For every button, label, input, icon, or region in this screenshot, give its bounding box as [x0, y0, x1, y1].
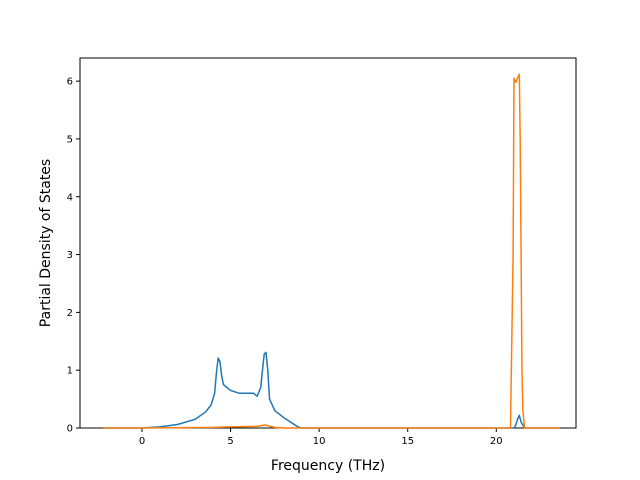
y-tick-label: 5: [67, 134, 73, 145]
x-tick-label: 20: [490, 436, 503, 447]
y-tick-label: 6: [67, 77, 73, 88]
series-line-1: [103, 351, 561, 429]
y-tick-label: 1: [67, 366, 73, 377]
x-axis-label: Frequency (THz): [271, 458, 385, 474]
y-tick-label: 3: [67, 250, 73, 261]
y-axis: 0 1 2 3 4 5 6: [67, 77, 80, 435]
y-tick-label: 2: [67, 308, 73, 319]
plot-frame: [79, 57, 577, 429]
x-tick-label: 0: [139, 436, 145, 447]
series-layer: [103, 73, 561, 429]
plot-area: [79, 57, 577, 429]
y-tick-label: 0: [67, 424, 73, 435]
x-tick-label: 10: [313, 436, 326, 447]
y-axis-label: Partial Density of States: [38, 159, 54, 327]
x-tick-label: 5: [227, 436, 233, 447]
x-tick-label: 15: [401, 436, 414, 447]
series-line-2: [103, 73, 561, 429]
x-axis: 0 5 10 15 20: [139, 428, 503, 447]
y-tick-label: 4: [67, 192, 73, 203]
